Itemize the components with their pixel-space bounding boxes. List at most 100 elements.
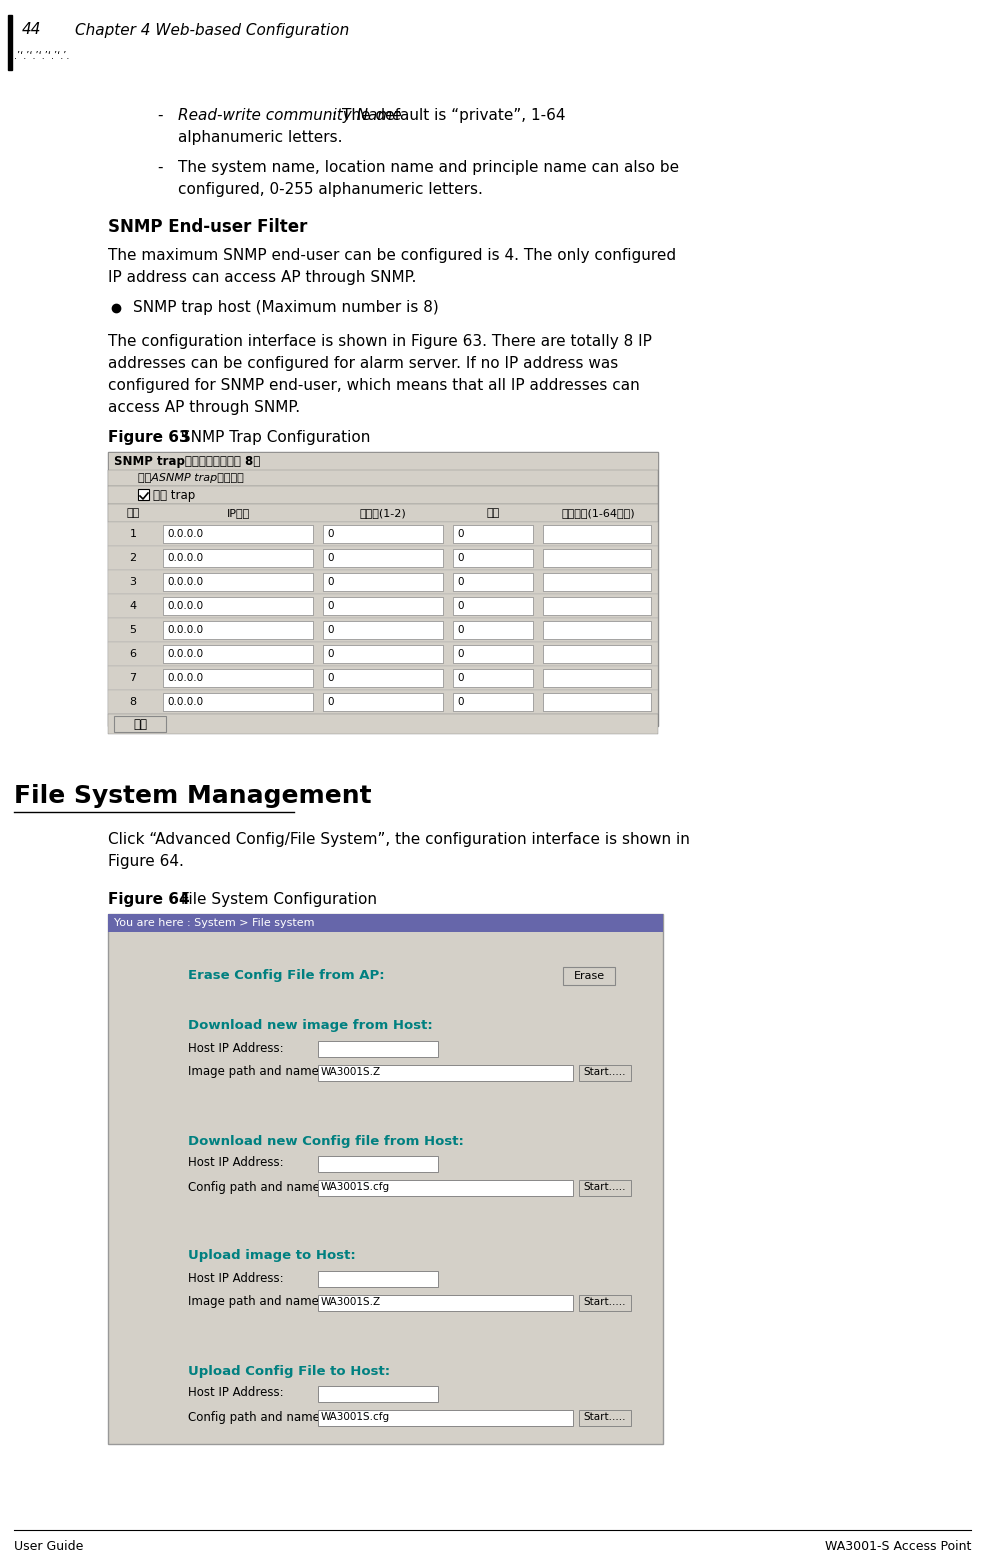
Text: 5: 5 bbox=[129, 624, 137, 635]
Bar bbox=[543, 550, 651, 567]
Text: Start.....: Start..... bbox=[584, 1182, 626, 1193]
Text: Click “Advanced Config/File System”, the configuration interface is shown in: Click “Advanced Config/File System”, the… bbox=[108, 832, 690, 846]
Text: 0.0.0.0: 0.0.0.0 bbox=[167, 553, 203, 564]
Text: WA3001S.cfg: WA3001S.cfg bbox=[321, 1412, 390, 1423]
Text: Download new Config file from Host:: Download new Config file from Host: bbox=[188, 1135, 464, 1148]
Text: Figure 64.: Figure 64. bbox=[108, 854, 184, 870]
Bar bbox=[323, 525, 443, 544]
Text: 1: 1 bbox=[129, 530, 137, 539]
Text: -: - bbox=[158, 109, 163, 123]
Text: Host IP Address:: Host IP Address: bbox=[188, 1272, 284, 1284]
Text: Host IP Address:: Host IP Address: bbox=[188, 1157, 284, 1169]
Text: User Guide: User Guide bbox=[14, 1539, 84, 1553]
Text: 配置ASNMP trap主机设置: 配置ASNMP trap主机设置 bbox=[138, 474, 243, 483]
Text: 0: 0 bbox=[457, 697, 464, 707]
Text: SNMP End-user Filter: SNMP End-user Filter bbox=[108, 217, 307, 236]
Bar bbox=[323, 573, 443, 592]
Text: alphanumeric letters.: alphanumeric letters. bbox=[178, 130, 343, 144]
Text: Download new image from Host:: Download new image from Host: bbox=[188, 1019, 432, 1033]
Text: Upload image to Host:: Upload image to Host: bbox=[188, 1250, 356, 1263]
Text: 3: 3 bbox=[129, 578, 137, 587]
Text: addresses can be configured for alarm server. If no IP address was: addresses can be configured for alarm se… bbox=[108, 356, 619, 371]
Bar bbox=[453, 693, 533, 711]
Bar bbox=[453, 669, 533, 686]
Text: 0.0.0.0: 0.0.0.0 bbox=[167, 697, 203, 707]
Bar bbox=[453, 644, 533, 663]
Text: Erase Config File from AP:: Erase Config File from AP: bbox=[188, 969, 384, 983]
Bar bbox=[163, 525, 313, 544]
Bar bbox=[543, 525, 651, 544]
Text: configured, 0-255 alphanumeric letters.: configured, 0-255 alphanumeric letters. bbox=[178, 182, 483, 197]
Text: Start.....: Start..... bbox=[584, 1067, 626, 1076]
Text: 0: 0 bbox=[327, 601, 334, 610]
Bar bbox=[543, 693, 651, 711]
Bar bbox=[114, 716, 166, 731]
Text: 0: 0 bbox=[327, 697, 334, 707]
Text: 应用: 应用 bbox=[133, 717, 147, 730]
Bar bbox=[543, 644, 651, 663]
Text: 0.0.0.0: 0.0.0.0 bbox=[167, 624, 203, 635]
Text: 序号: 序号 bbox=[126, 508, 140, 519]
Text: File System Configuration: File System Configuration bbox=[176, 891, 377, 907]
Bar bbox=[163, 596, 313, 615]
Bar bbox=[318, 1385, 438, 1402]
Bar bbox=[453, 621, 533, 638]
Text: 0: 0 bbox=[457, 624, 464, 635]
Text: 0: 0 bbox=[457, 649, 464, 658]
Bar bbox=[453, 596, 533, 615]
Text: Host IP Address:: Host IP Address: bbox=[188, 1387, 284, 1399]
Bar bbox=[138, 489, 149, 500]
Text: IP地址: IP地址 bbox=[227, 508, 249, 519]
Bar bbox=[543, 621, 651, 638]
Text: 0: 0 bbox=[327, 624, 334, 635]
Text: IP address can access AP through SNMP.: IP address can access AP through SNMP. bbox=[108, 270, 417, 286]
Bar bbox=[163, 573, 313, 592]
Text: 44: 44 bbox=[22, 22, 41, 37]
Text: : The default is “private”, 1-64: : The default is “private”, 1-64 bbox=[332, 109, 565, 123]
Text: 0.0.0.0: 0.0.0.0 bbox=[167, 649, 203, 658]
Bar bbox=[453, 550, 533, 567]
Text: Figure 64: Figure 64 bbox=[108, 891, 190, 907]
Text: 4: 4 bbox=[129, 601, 137, 610]
Bar bbox=[318, 1041, 438, 1058]
Text: 0: 0 bbox=[457, 553, 464, 564]
Bar bbox=[579, 1295, 631, 1311]
Bar bbox=[453, 525, 533, 544]
Bar bbox=[318, 1180, 573, 1196]
Text: 2: 2 bbox=[129, 553, 137, 564]
Text: You are here : System > File system: You are here : System > File system bbox=[114, 918, 314, 929]
Bar bbox=[163, 669, 313, 686]
Text: WA3001S.cfg: WA3001S.cfg bbox=[321, 1182, 390, 1193]
Bar bbox=[563, 968, 615, 985]
Text: Erase: Erase bbox=[573, 971, 605, 981]
Bar bbox=[108, 641, 658, 666]
Text: Config path and name:: Config path and name: bbox=[188, 1180, 324, 1194]
Bar bbox=[543, 669, 651, 686]
Bar bbox=[579, 1410, 631, 1426]
Text: 7: 7 bbox=[129, 672, 137, 683]
Text: Image path and name:: Image path and name: bbox=[188, 1065, 323, 1078]
Text: SNMP Trap Configuration: SNMP Trap Configuration bbox=[176, 430, 370, 446]
Text: 0.0.0.0: 0.0.0.0 bbox=[167, 578, 203, 587]
Text: Config path and name:: Config path and name: bbox=[188, 1410, 324, 1424]
Text: The maximum SNMP end-user can be configured is 4. The only configured: The maximum SNMP end-user can be configu… bbox=[108, 248, 676, 262]
Text: 版本号(1-2): 版本号(1-2) bbox=[360, 508, 407, 519]
Bar bbox=[108, 505, 658, 522]
Text: The system name, location name and principle name can also be: The system name, location name and princ… bbox=[178, 160, 679, 175]
Text: SNMP trap主机：（最大数目 8）: SNMP trap主机：（最大数目 8） bbox=[114, 455, 260, 467]
Bar bbox=[543, 596, 651, 615]
Text: SNMP trap host (Maximum number is 8): SNMP trap host (Maximum number is 8) bbox=[133, 300, 438, 315]
Text: 0: 0 bbox=[327, 578, 334, 587]
Text: 0: 0 bbox=[457, 578, 464, 587]
Bar bbox=[108, 547, 658, 570]
Text: File System Management: File System Management bbox=[14, 784, 371, 808]
Bar bbox=[108, 471, 658, 486]
Text: 0: 0 bbox=[327, 530, 334, 539]
Bar bbox=[163, 621, 313, 638]
Text: 0.0.0.0: 0.0.0.0 bbox=[167, 672, 203, 683]
Text: Figure 63: Figure 63 bbox=[108, 430, 190, 446]
Bar bbox=[323, 669, 443, 686]
Text: 0.0.0.0: 0.0.0.0 bbox=[167, 601, 203, 610]
Text: 共同体名(1-64字节): 共同体名(1-64字节) bbox=[561, 508, 634, 519]
Text: Start.....: Start..... bbox=[584, 1297, 626, 1308]
